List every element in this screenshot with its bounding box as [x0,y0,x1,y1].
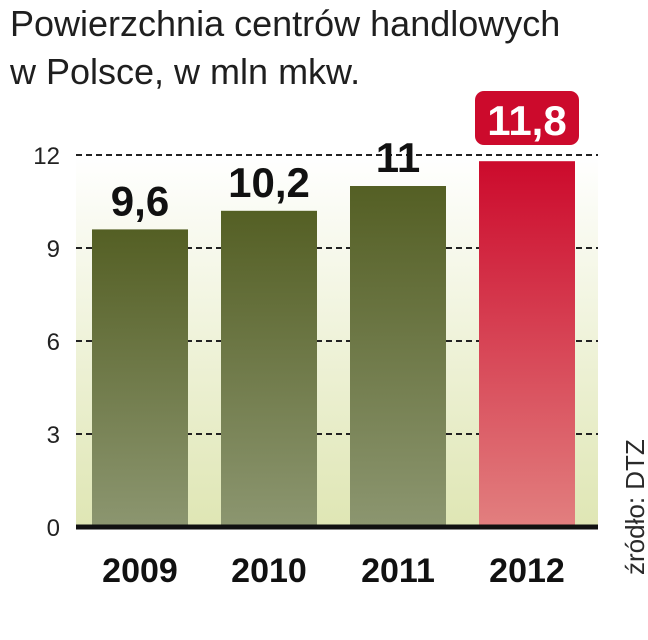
bar-2012 [479,161,575,527]
x-tick-label: 2011 [361,552,435,590]
x-tick-label: 2009 [102,552,178,590]
y-tick-label: 3 [47,422,60,449]
y-tick-label: 12 [33,143,60,170]
source-note: źródło: DTZ [620,439,648,575]
value-label: 9,6 [111,177,169,224]
y-tick-label: 6 [47,329,60,356]
x-tick-label: 2012 [489,552,565,590]
chart-title-line-1: Powierzchnia centrów handlowych [10,3,561,44]
value-label: 10,2 [228,159,310,206]
bar-2010 [221,210,317,528]
value-label: 11 [376,134,420,181]
value-badge-2012 [475,91,579,145]
x-tick-label: 2010 [231,552,307,590]
y-tick-label: 0 [47,515,60,542]
bar-2009 [92,229,188,527]
chart-title-line-2: w Polsce, w mln mkw. [10,51,361,92]
y-tick-label: 9 [47,236,60,263]
bar-2011 [350,186,446,527]
value-label: 11,8 [487,97,566,144]
